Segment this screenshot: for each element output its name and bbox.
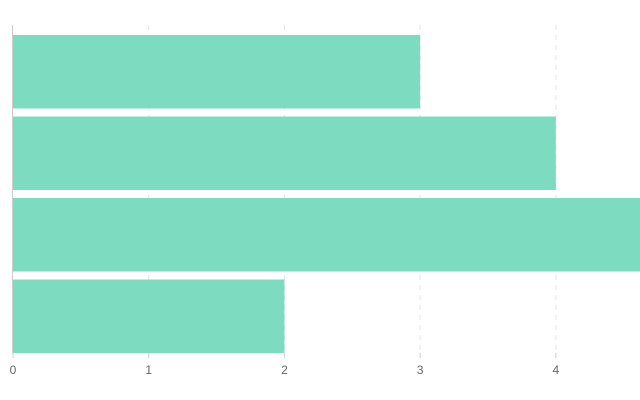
bar (13, 198, 640, 272)
x-tick-label: 3 (417, 363, 424, 377)
x-tick-label: 1 (145, 363, 152, 377)
bar (13, 279, 285, 353)
bar (13, 116, 556, 190)
x-tick-label: 0 (10, 363, 17, 377)
x-tick-label: 4 (553, 363, 560, 377)
bar (13, 35, 421, 109)
x-tick-label: 2 (281, 363, 288, 377)
